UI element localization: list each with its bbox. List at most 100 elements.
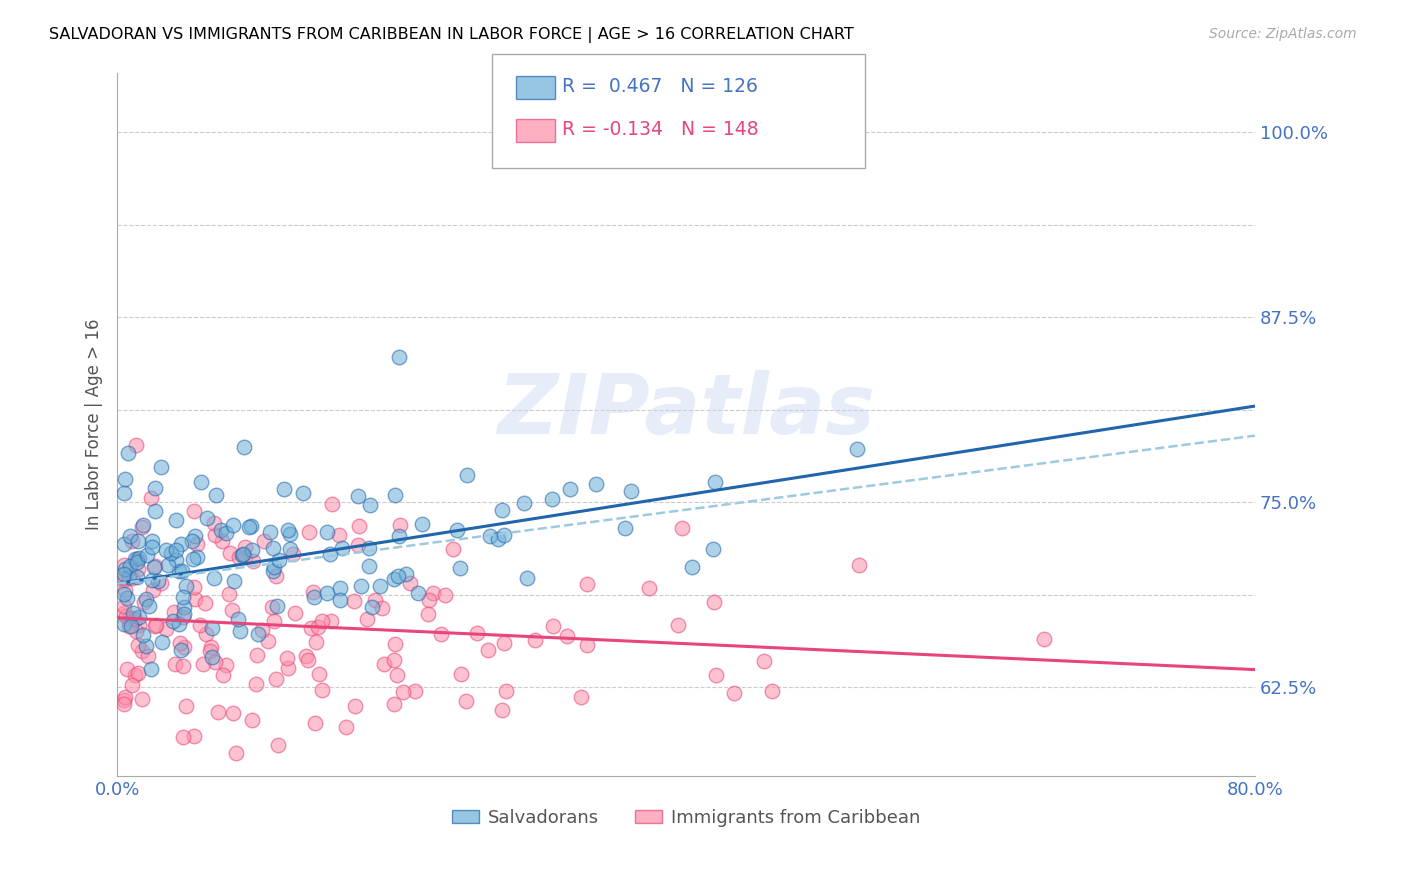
Point: [382, 573, 405, 587]
Point: [209, 523, 232, 537]
Point: [167, 617, 190, 632]
Point: [114, 472, 136, 486]
Point: [446, 523, 468, 537]
Point: [242, 554, 264, 568]
Point: [207, 705, 229, 719]
Point: [541, 492, 564, 507]
Point: [411, 516, 433, 531]
Point: [172, 730, 194, 744]
Point: [280, 526, 302, 541]
Point: [702, 542, 724, 557]
Point: [190, 475, 212, 490]
Point: [222, 706, 245, 721]
Point: [121, 571, 143, 585]
Point: [139, 491, 162, 506]
Point: [263, 560, 285, 574]
Point: [723, 686, 745, 700]
Point: [555, 629, 578, 643]
Point: [222, 574, 245, 588]
Point: [368, 579, 391, 593]
Point: [330, 541, 353, 556]
Point: [492, 636, 515, 650]
Point: [128, 610, 150, 624]
Point: [391, 684, 413, 698]
Point: [465, 625, 488, 640]
Point: [384, 488, 406, 502]
Point: [163, 657, 186, 671]
Point: [319, 547, 342, 561]
Point: [120, 558, 142, 573]
Point: [170, 643, 193, 657]
Point: [127, 562, 149, 576]
Point: [112, 537, 135, 551]
Point: [131, 692, 153, 706]
Point: [128, 550, 150, 565]
Point: [112, 606, 135, 620]
Point: [131, 520, 153, 534]
Point: [346, 489, 368, 503]
Point: [613, 521, 636, 535]
Point: [125, 552, 148, 566]
Point: [356, 612, 378, 626]
Point: [204, 528, 226, 542]
Point: [135, 592, 157, 607]
Point: [115, 662, 138, 676]
Point: [350, 579, 373, 593]
Point: [277, 523, 299, 537]
Point: [495, 684, 517, 698]
Point: [245, 677, 267, 691]
Text: R =  0.467   N = 126: R = 0.467 N = 126: [562, 77, 758, 96]
Point: [360, 599, 382, 614]
Point: [311, 683, 333, 698]
Point: [262, 599, 284, 614]
Legend: Salvadorans, Immigrants from Caribbean: Salvadorans, Immigrants from Caribbean: [444, 802, 928, 834]
Point: [163, 605, 186, 619]
Point: [321, 614, 343, 628]
Point: [267, 738, 290, 752]
Point: [218, 587, 240, 601]
Point: [752, 654, 775, 668]
Point: [240, 543, 263, 558]
Point: [214, 658, 236, 673]
Point: [145, 617, 167, 632]
Point: [278, 542, 301, 557]
Point: [174, 578, 197, 592]
Point: [492, 527, 515, 541]
Point: [124, 668, 146, 682]
Point: [524, 632, 547, 647]
Point: [263, 614, 285, 628]
Point: [370, 601, 392, 615]
Point: [267, 553, 290, 567]
Point: [193, 657, 215, 672]
Point: [328, 528, 350, 542]
Point: [120, 619, 142, 633]
Point: [112, 486, 135, 500]
Point: [704, 475, 727, 489]
Point: [560, 482, 582, 496]
Point: [132, 628, 155, 642]
Point: [112, 599, 135, 613]
Point: [141, 541, 163, 555]
Point: [155, 622, 177, 636]
Point: [202, 571, 225, 585]
Point: [125, 438, 148, 452]
Point: [118, 618, 141, 632]
Point: [450, 666, 472, 681]
Point: [219, 546, 242, 560]
Point: [117, 612, 139, 626]
Point: [212, 668, 235, 682]
Point: [238, 520, 260, 534]
Point: [398, 575, 420, 590]
Point: [114, 561, 136, 575]
Point: [194, 595, 217, 609]
Point: [211, 533, 233, 548]
Point: [188, 618, 211, 632]
Point: [277, 660, 299, 674]
Point: [112, 567, 135, 582]
Point: [205, 488, 228, 502]
Point: [343, 699, 366, 714]
Point: [170, 537, 193, 551]
Point: [195, 511, 218, 525]
Text: SALVADORAN VS IMMIGRANTS FROM CARIBBEAN IN LABOR FORCE | AGE > 16 CORRELATION CH: SALVADORAN VS IMMIGRANTS FROM CARIBBEAN …: [49, 27, 853, 43]
Point: [142, 583, 165, 598]
